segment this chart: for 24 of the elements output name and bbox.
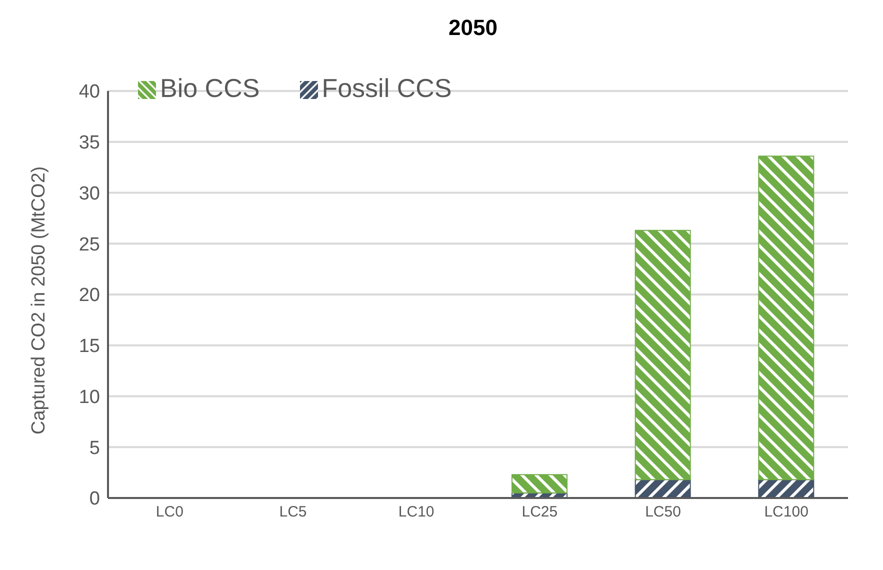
y-tick-label: 15 (78, 336, 100, 358)
y-tick-label: 30 (78, 183, 100, 204)
y-tick-label: 40 (78, 82, 100, 103)
x-tick-label: LC25 (522, 504, 558, 521)
y-tick-label: 35 (78, 132, 100, 154)
bar (634, 479, 691, 498)
x-tick-label: LC100 (764, 504, 808, 521)
x-tick-label: LC0 (156, 504, 184, 521)
chart-title: 2050 (448, 14, 498, 42)
bar (758, 156, 814, 480)
x-tick-label: LC10 (398, 504, 434, 521)
x-tick-label: LC50 (645, 504, 681, 521)
legend-label: Bio CCS (160, 73, 260, 103)
bar (512, 474, 568, 494)
y-tick-label: 0 (89, 488, 100, 510)
y-tick-label: 25 (78, 234, 100, 256)
y-tick-label: 20 (78, 285, 100, 306)
bar (634, 230, 691, 480)
y-tick-label: 10 (78, 386, 100, 408)
x-tick-label: LC5 (279, 504, 307, 521)
bar (758, 479, 814, 498)
y-tick-label: 5 (89, 438, 100, 459)
legend-label: Fossil CCS (322, 73, 452, 103)
y-axis-title: Captured CO2 in 2050 (MtCO2) (28, 166, 50, 434)
